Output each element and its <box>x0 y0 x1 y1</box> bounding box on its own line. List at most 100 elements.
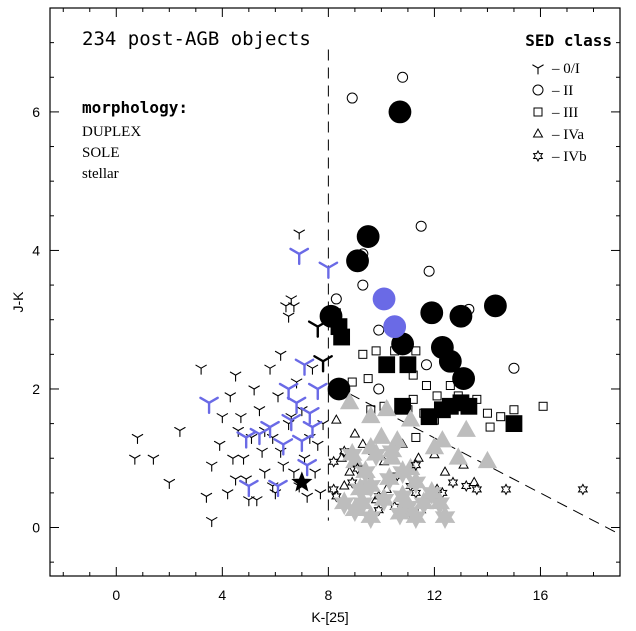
data-point-circle <box>347 250 369 272</box>
data-point-square <box>506 416 522 432</box>
data-point-square <box>379 357 395 373</box>
data-point-star6 <box>329 457 338 467</box>
morphology-legend: morphology: DUPLEX SOLE stellar <box>82 98 188 182</box>
data-point-tri <box>225 393 235 402</box>
data-point-square <box>395 398 411 414</box>
y-tick-label: 2 <box>32 381 40 397</box>
morphology-legend-sole: SOLE <box>82 145 120 161</box>
data-point-square <box>461 398 477 414</box>
data-point-tri <box>315 490 325 499</box>
sed-legend-label-3: – IVa <box>551 127 584 143</box>
data-point-circle <box>374 384 384 394</box>
data-point-tri <box>278 462 288 471</box>
data-point-square <box>334 329 350 345</box>
data-point-star6 <box>449 477 458 487</box>
data-point-circle <box>450 305 472 327</box>
data-point-tri <box>148 455 158 464</box>
data-point-circle <box>331 294 341 304</box>
data-point-square <box>412 433 420 441</box>
data-point-circle <box>484 295 506 317</box>
data-point-triangle <box>350 429 359 437</box>
data-point-square <box>433 392 441 400</box>
data-point-tri <box>307 365 317 374</box>
data-point-tri <box>244 497 254 506</box>
data-point-tri <box>207 462 217 471</box>
data-point-tri <box>254 407 264 416</box>
data-point-tri <box>164 479 174 488</box>
data-point-tri <box>294 230 304 239</box>
x-tick-label: 0 <box>112 587 120 603</box>
data-point-circle <box>328 378 350 400</box>
sed-legend-symbol-square <box>534 108 542 116</box>
data-point-tri <box>252 497 262 506</box>
data-point-triangle <box>441 467 450 475</box>
y-tick-label: 4 <box>32 242 40 258</box>
data-point-tri <box>288 398 305 413</box>
data-point-tri <box>302 493 312 502</box>
data-point-circle <box>424 266 434 276</box>
data-point-square <box>510 406 518 414</box>
sed-legend-label-2: – III <box>551 105 578 121</box>
x-axis-label: K-[25] <box>311 609 348 625</box>
data-point-tri <box>249 386 259 395</box>
data-point-tri <box>289 469 299 478</box>
data-point-tri <box>309 384 326 399</box>
data-point-square <box>400 357 416 373</box>
data-point-triangle <box>449 448 467 464</box>
data-point-square <box>497 413 505 421</box>
data-point-circle <box>347 93 357 103</box>
data-point-circle <box>398 72 408 82</box>
data-point-tri <box>265 365 275 374</box>
morphology-legend-heading: morphology: <box>82 98 188 117</box>
y-axis-label: J-K <box>10 291 26 313</box>
data-point-tri <box>196 365 206 374</box>
data-point-star6 <box>579 484 588 494</box>
sed-class-legend: SED class – 0/I – II – III – IVa – IVb <box>525 31 612 165</box>
data-point-square <box>372 347 380 355</box>
sed-legend-symbol-star6 <box>534 151 543 161</box>
data-point-tri <box>201 493 211 502</box>
data-point-tri <box>283 313 293 322</box>
data-point-tri <box>281 303 291 312</box>
series-stellar-tri-large <box>200 249 337 496</box>
data-point-star5 <box>292 472 311 490</box>
data-point-triangle <box>332 415 341 423</box>
data-point-circle <box>416 221 426 231</box>
data-point-tri <box>280 384 297 399</box>
data-point-tri <box>228 455 238 464</box>
data-point-square <box>422 382 430 390</box>
sed-legend-label-4: – IVb <box>551 149 587 165</box>
data-point-tri <box>291 249 308 264</box>
data-point-tri <box>236 414 246 423</box>
data-points <box>130 72 588 528</box>
data-point-tri <box>130 455 140 464</box>
data-point-circle <box>358 280 368 290</box>
x-tick-label: 16 <box>533 587 549 603</box>
data-point-tri <box>293 436 310 451</box>
data-point-circle <box>453 368 475 390</box>
data-point-triangle <box>414 453 423 461</box>
sed-legend-heading: SED class <box>525 31 612 50</box>
x-tick-label: 4 <box>218 587 226 603</box>
data-point-triangle <box>372 427 390 443</box>
sed-legend-label-1: – II <box>551 83 573 99</box>
data-point-tri <box>286 296 296 305</box>
series-duplex-star5-large <box>292 472 311 490</box>
data-point-tri <box>313 441 323 450</box>
data-point-tri <box>207 518 217 527</box>
data-point-tri <box>230 372 240 381</box>
data-point-tri <box>310 469 320 478</box>
data-point-tri <box>275 439 292 454</box>
data-point-tri <box>257 448 267 457</box>
series-stellar-circle-large <box>373 288 406 338</box>
data-point-tri <box>217 414 227 423</box>
x-tick-label: 12 <box>427 587 443 603</box>
data-point-circle <box>384 316 406 338</box>
data-point-tri <box>275 351 285 360</box>
data-point-tri <box>214 441 224 450</box>
data-point-tri <box>289 303 299 312</box>
data-point-triangle <box>362 407 380 423</box>
sed-legend-symbol-triangle <box>534 129 543 137</box>
data-point-circle <box>421 302 443 324</box>
